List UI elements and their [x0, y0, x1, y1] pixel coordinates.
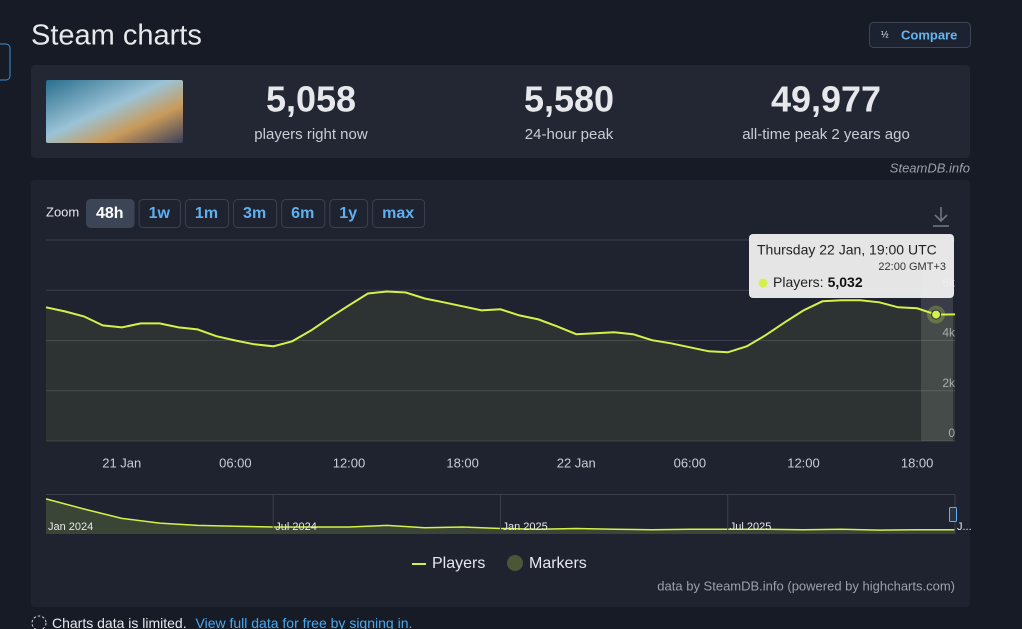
x-tick-label: Jan 2024 [48, 521, 93, 533]
zoom-button[interactable] [329, 199, 369, 228]
stat-value: 5,580 [524, 79, 614, 120]
stat-label: 24-hour peak [525, 126, 614, 143]
tooltip-swatch [758, 278, 768, 288]
zoom-button-label[interactable]: max [382, 205, 414, 222]
navigator-handle[interactable] [949, 507, 957, 522]
tooltip-label: Players: [773, 274, 824, 290]
zoom-button-label[interactable]: 48h [96, 205, 124, 222]
limit-icon [31, 615, 47, 629]
y-tick-label: 4k [942, 326, 956, 340]
tooltip-subtitle: 22:00 GMT+3 [878, 261, 946, 273]
x-tick-label: Jan 2025 [503, 521, 548, 533]
download-arrow-head[interactable] [934, 214, 948, 223]
page-title: Steam charts [31, 20, 202, 52]
tooltip-title: Thursday 22 Jan, 19:00 UTC [757, 242, 937, 258]
stat-value: 49,977 [771, 79, 881, 120]
tooltip-box [749, 234, 954, 298]
zoom-label: Zoom [46, 204, 79, 219]
zoom-button[interactable] [138, 199, 181, 228]
navigator: Jan 2024 Jul 2024 Jan 2025 Jul 2025 J... [45, 494, 972, 534]
zoom-button[interactable] [233, 199, 278, 228]
stats: 5,058 players right now 5,580 24-hour peak 4… [254, 79, 909, 143]
stat-label: players right now [254, 126, 368, 143]
zoom-button[interactable] [86, 199, 135, 228]
footer-text: Charts data is limited. [52, 615, 187, 629]
compare-label[interactable]: Compare [901, 27, 957, 42]
y-tick-label: 2k [942, 376, 956, 390]
zoom-button-label[interactable]: 1w [149, 205, 171, 222]
x-tick-label: 18:00 [901, 455, 934, 470]
chart-panel [31, 180, 970, 607]
x-tick-label: 12:00 [333, 455, 366, 470]
x-tick-label: Jul 2025 [730, 521, 772, 533]
compare-icon: ½ [881, 29, 889, 39]
chart-credits: data by SteamDB.info (powered by highcha… [657, 578, 955, 593]
zoom-button-label[interactable]: 1m [195, 205, 218, 222]
legend-swatch [507, 555, 523, 571]
line [45, 290, 956, 354]
x-tick-label: 12:00 [787, 455, 820, 470]
legend-label[interactable]: Markers [529, 555, 587, 572]
zoom-button[interactable] [372, 199, 426, 228]
game-image [46, 80, 183, 143]
zoom-button-label[interactable]: 6m [291, 205, 314, 222]
download-icon[interactable] [933, 207, 949, 227]
stat-value: 5,058 [266, 79, 356, 120]
compare-button[interactable]: ½ Compare [869, 22, 971, 48]
x-tick-label: J... [957, 521, 972, 533]
stats-panel [31, 65, 970, 158]
zoom-buttons: 48h 1w 1m 3m 6m 1y max [86, 199, 426, 228]
legend-label[interactable]: Players [432, 555, 485, 572]
side-tab[interactable] [0, 43, 11, 81]
legend: Players Markers [412, 555, 587, 572]
source-credit: SteamDB.info [890, 160, 970, 175]
x-tick-label: 18:00 [446, 455, 479, 470]
area-fill [46, 291, 955, 441]
zoom-button-label[interactable]: 3m [243, 205, 266, 222]
tooltip-value: 5,032 [828, 274, 863, 290]
zoom-button[interactable] [281, 199, 326, 228]
y-tick-label: 0 [948, 426, 955, 440]
x-tick-label: 21 Jan [102, 455, 141, 470]
x-tick-label: 22 Jan [557, 455, 596, 470]
x-tick-label: Jul 2024 [275, 521, 317, 533]
x-tick-label: 06:00 [674, 455, 707, 470]
tooltip-row: Players: 5,032 [773, 274, 863, 290]
footer-link[interactable]: View full data for free by signing in. [196, 615, 413, 629]
stat-label: all-time peak 2 years ago [742, 126, 910, 143]
zoom-button[interactable] [184, 199, 230, 228]
footer-note: Charts data is limited. View full data f… [52, 615, 412, 629]
point-marker [931, 309, 942, 320]
zoom-button-label[interactable]: 1y [339, 205, 357, 222]
x-tick-label: 06:00 [219, 455, 252, 470]
compare-button-frame[interactable] [869, 22, 971, 48]
